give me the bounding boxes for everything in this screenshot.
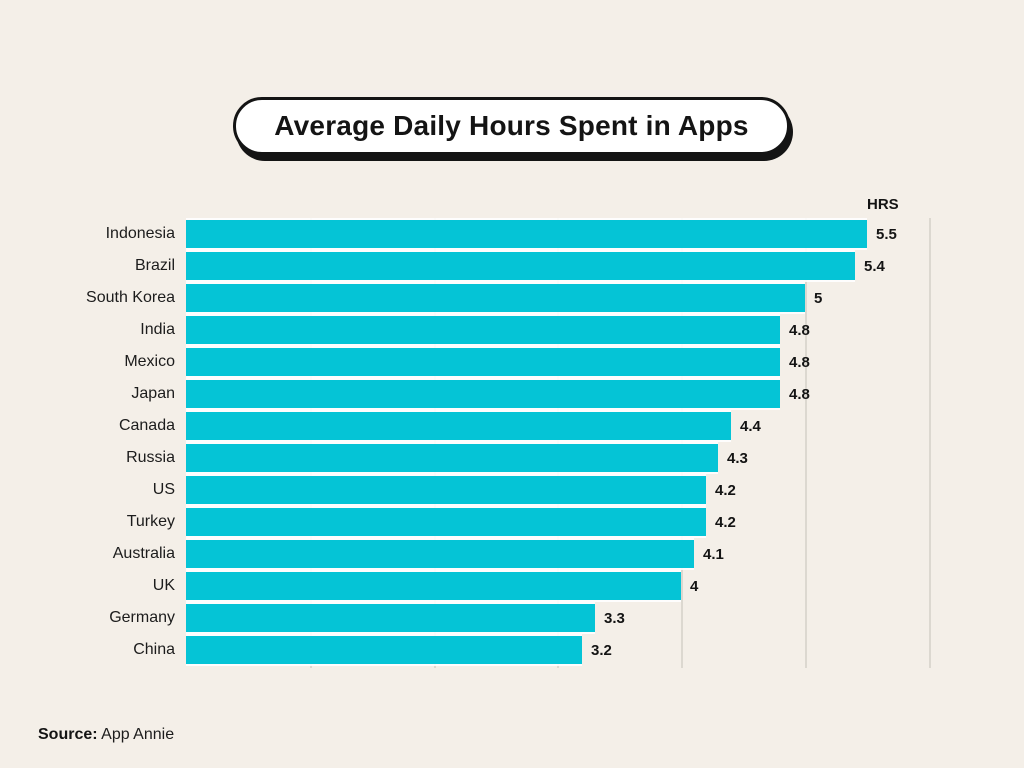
chart-row: China 3.2 [0,634,1024,666]
source-value: App Annie [101,726,175,743]
gridline [805,218,807,668]
bar [186,380,780,408]
bar [186,444,718,472]
category-label: China [133,641,175,658]
chart-row: Canada 4.4 [0,410,1024,442]
gridlines [0,218,1024,668]
gridline [309,218,312,668]
chart-row: India 4.8 [0,314,1024,346]
category-label: US [152,481,175,498]
category-label: Mexico [124,353,175,370]
bar-value-label: 4.8 [789,321,810,339]
bar-value-label: 4.1 [703,545,724,563]
bar-chart: Indonesia 5.5 Brazil 5.4 South Korea 5 I… [0,218,1024,668]
category-label: Australia [112,545,175,562]
gridline [928,218,931,668]
source-attribution: Source: App Annie [38,726,174,744]
category-label: Russia [126,449,175,466]
bar [186,540,694,568]
bar-value-label: 4.2 [715,481,736,499]
category-label: Indonesia [105,225,175,242]
chart-row: Mexico 4.8 [0,346,1024,378]
category-label: Brazil [134,257,175,274]
bar [186,636,582,664]
bar-value-label: 4 [690,577,699,595]
category-label: India [140,321,175,338]
chart-row: Brazil 5.4 [0,250,1024,282]
bar [186,412,731,440]
gridline [557,218,560,668]
bar-value-label: 3.2 [591,641,612,659]
gridline [433,218,436,668]
bar [186,476,706,504]
chart-row: South Korea 5 [0,282,1024,314]
category-label: Japan [131,385,175,402]
bar-value-label: 5.4 [864,257,885,275]
units-label: HRS [867,196,899,213]
bar-value-label: 4.4 [740,417,761,435]
source-label: Source: [38,726,98,743]
gridline [681,218,684,668]
bar [186,252,855,280]
bar-value-label: 4.8 [789,385,810,403]
bar-value-label: 5 [814,289,823,307]
bar [186,508,706,536]
bar-value-label: 5.5 [876,225,897,243]
bar [186,284,805,312]
bar [186,220,867,248]
bar-value-label: 4.3 [727,449,748,467]
bar-value-label: 4.8 [789,353,810,371]
category-label: Germany [109,609,175,626]
chart-row: Australia 4.1 [0,538,1024,570]
bar [186,604,595,632]
category-label: Canada [118,417,175,434]
chart-row: Germany 3.3 [0,602,1024,634]
chart-row: Russia 4.3 [0,442,1024,474]
category-label: South Korea [86,289,175,306]
chart-row: Turkey 4.2 [0,506,1024,538]
chart-row: Indonesia 5.5 [0,218,1024,250]
bar-value-label: 4.2 [715,513,736,531]
bar [186,572,681,600]
chart-row: US 4.2 [0,474,1024,506]
bar-value-label: 3.3 [604,609,625,627]
chart-rows: Indonesia 5.5 Brazil 5.4 South Korea 5 I… [0,218,1024,666]
bar [186,348,780,376]
chart-title: Average Daily Hours Spent in Apps [274,110,749,141]
chart-title-pill: Average Daily Hours Spent in Apps [233,97,790,155]
chart-row: UK 4 [0,570,1024,602]
chart-row: Japan 4.8 [0,378,1024,410]
category-label: UK [152,577,175,594]
bar [186,316,780,344]
category-label: Turkey [126,513,175,530]
